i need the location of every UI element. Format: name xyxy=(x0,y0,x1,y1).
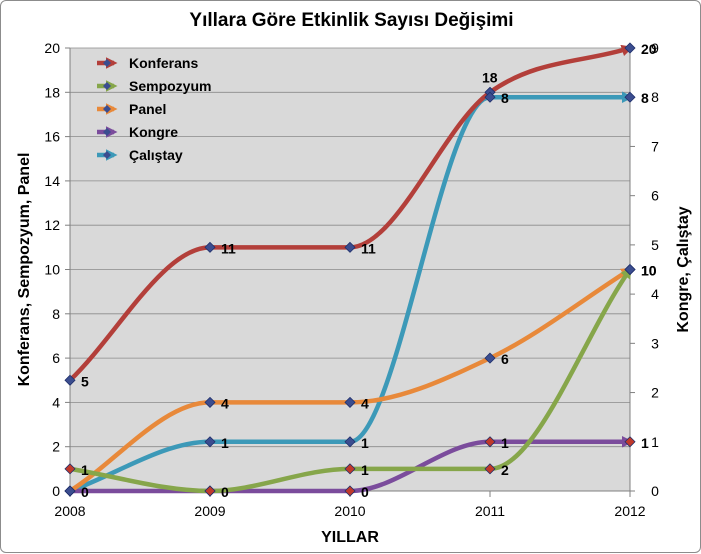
y2-tick-label: 4 xyxy=(651,286,659,302)
x-tick-label: 2008 xyxy=(54,503,85,519)
data-label: 6 xyxy=(501,351,509,367)
data-label: 1 xyxy=(361,435,369,451)
data-point xyxy=(344,241,356,253)
series-line--al-tay xyxy=(67,91,634,494)
legend-marker xyxy=(103,128,111,136)
data-point xyxy=(64,485,76,497)
data-label: 1 xyxy=(361,462,369,478)
x-tick-label: 2009 xyxy=(194,503,225,519)
y2-tick-label: 6 xyxy=(651,188,659,204)
data-point xyxy=(204,485,216,497)
data-label: 1 xyxy=(221,435,229,451)
y-tick-label: 12 xyxy=(44,217,60,233)
y-tick-label: 18 xyxy=(44,84,60,100)
data-point xyxy=(64,374,76,386)
y2-tick-label: 0 xyxy=(651,483,659,499)
legend-marker xyxy=(103,105,111,113)
y-tick-label: 10 xyxy=(44,262,60,278)
legend-marker xyxy=(103,59,111,67)
data-label: 8 xyxy=(641,90,649,106)
data-label: 4 xyxy=(221,395,229,411)
legend-label: Sempozyum xyxy=(129,78,211,94)
data-point xyxy=(624,91,636,103)
y-tick-label: 0 xyxy=(52,483,60,499)
y2-tick-label: 5 xyxy=(651,237,659,253)
data-point xyxy=(624,263,636,276)
data-point xyxy=(344,485,356,497)
y2-tick-label: 2 xyxy=(651,385,659,401)
data-label: 0 xyxy=(81,484,89,500)
y-tick-label: 8 xyxy=(52,306,60,322)
legend-label: Panel xyxy=(129,101,166,117)
data-point xyxy=(344,463,356,475)
y-tick-label: 6 xyxy=(52,350,60,366)
data-point xyxy=(484,436,496,448)
data-label: 0 xyxy=(361,484,369,500)
data-label: 1 xyxy=(641,435,649,451)
y2-tick-label: 1 xyxy=(651,434,659,450)
data-label: 11 xyxy=(361,240,376,256)
data-point xyxy=(204,436,216,448)
data-label: 1 xyxy=(81,462,89,478)
data-point xyxy=(484,91,496,103)
x-axis-title: YILLAR xyxy=(321,529,379,546)
data-label: 11 xyxy=(221,240,236,256)
data-label: 20 xyxy=(641,41,657,57)
data-point xyxy=(484,463,496,475)
data-label: 8 xyxy=(501,90,509,106)
data-label: 2 xyxy=(501,462,509,478)
data-point xyxy=(344,396,356,408)
data-label: 10 xyxy=(641,263,657,279)
y-axis-title: Konferans, Sempozyum, Panel xyxy=(16,153,33,387)
y-tick-label: 16 xyxy=(44,129,60,145)
y2-tick-label: 7 xyxy=(651,138,659,154)
data-label: 10 xyxy=(641,263,657,279)
y2-tick-label: 3 xyxy=(651,335,659,351)
legend-label: Kongre xyxy=(129,124,178,140)
chart-title: Yıllara Göre Etkinlik Sayısı Değişimi xyxy=(189,10,514,31)
data-point xyxy=(624,42,636,54)
data-label: 0 xyxy=(221,484,229,500)
data-point xyxy=(204,396,216,408)
x-tick-label: 2011 xyxy=(475,503,505,519)
y-tick-label: 4 xyxy=(52,394,60,410)
series-line-sempozyum xyxy=(67,266,633,494)
x-tick-label: 2010 xyxy=(334,503,365,519)
legend-label: Konferans xyxy=(129,55,198,71)
data-point xyxy=(484,352,496,364)
y2-tick-label: 8 xyxy=(651,89,659,105)
data-label: 18 xyxy=(482,69,498,85)
y-tick-label: 2 xyxy=(52,439,60,455)
x-tick-label: 2012 xyxy=(614,503,645,519)
legend: Konferans Sempozyum Panel Kongre Çalıştay xyxy=(97,55,211,163)
y-tick-label: 20 xyxy=(44,40,60,56)
y2-axis-title: Kongre, Çalıştay xyxy=(675,206,692,332)
data-label: 4 xyxy=(361,395,369,411)
data-point xyxy=(204,241,216,253)
data-label: 1 xyxy=(501,435,509,451)
legend-marker xyxy=(103,151,111,159)
legend-marker xyxy=(103,82,111,90)
legend-label: Çalıştay xyxy=(129,147,183,163)
y2-tick-label: 9 xyxy=(651,40,659,56)
data-point xyxy=(64,463,76,475)
y-tick-label: 14 xyxy=(44,173,60,189)
data-point xyxy=(624,436,636,448)
data-label: 5 xyxy=(81,373,89,389)
data-point xyxy=(344,436,356,448)
